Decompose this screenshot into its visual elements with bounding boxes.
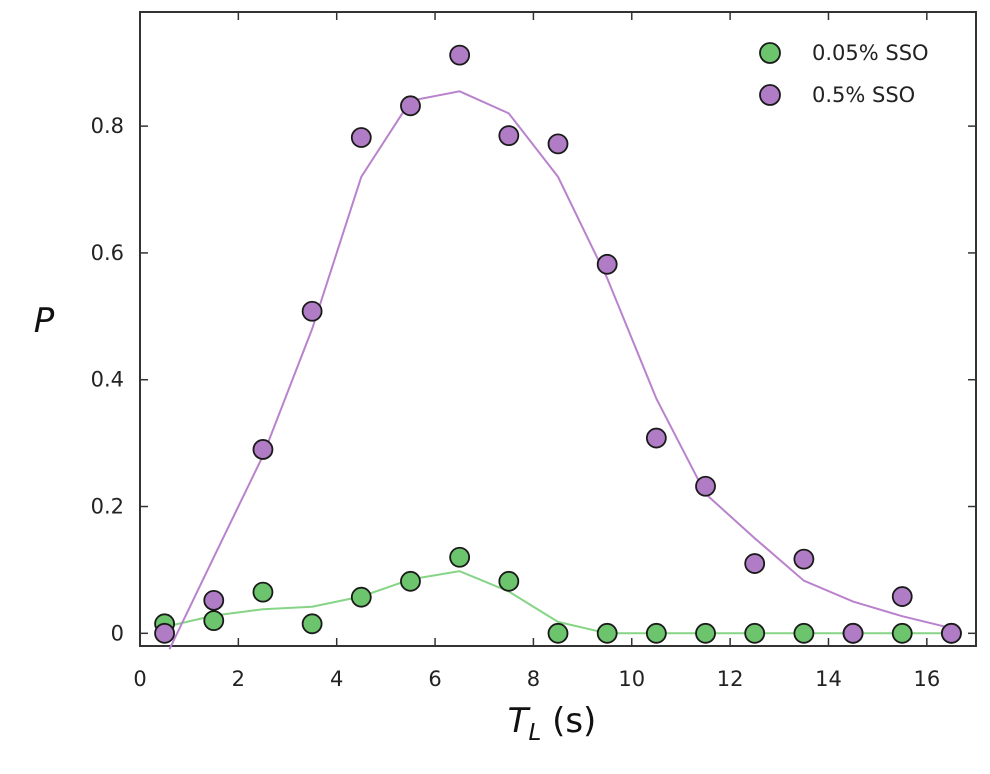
plot-frame (139, 11, 977, 647)
x-tick-label: 4 (330, 667, 343, 691)
data-point-series-1 (547, 622, 569, 644)
legend: 0.05% SSO 0.5% SSO (759, 41, 929, 107)
x-tick-label: 6 (428, 667, 441, 691)
x-axis-title-symbol: T (508, 701, 531, 741)
data-point-series-1 (596, 622, 618, 644)
fit-line-series-2 (168, 90, 952, 650)
x-tick-label: 12 (717, 667, 744, 691)
data-point-series-2 (154, 622, 175, 644)
data-point-series-2 (695, 475, 716, 497)
data-point-series-1 (301, 613, 323, 635)
data-point-series-2 (842, 622, 864, 644)
data-point-series-1 (744, 622, 766, 644)
data-point-series-1 (203, 610, 225, 632)
data-point-series-2 (252, 439, 274, 460)
data-point-series-1 (449, 546, 471, 568)
x-tick-label: 14 (815, 667, 842, 691)
data-point-series-2 (301, 300, 323, 322)
legend-label: 0.5% SSO (812, 83, 915, 107)
data-point-series-2 (400, 95, 421, 117)
x-tick-label: 0 (133, 667, 146, 691)
data-point-series-2 (449, 44, 471, 66)
legend-marker (759, 84, 781, 106)
x-tick-label: 16 (913, 667, 940, 691)
x-axis-title-subscript: L (528, 720, 541, 746)
data-point-series-1 (695, 622, 716, 644)
x-axis-title-unit: (s) (541, 701, 596, 741)
data-point-series-2 (645, 427, 667, 449)
legend-label: 0.05% SSO (812, 41, 929, 65)
data-point-series-1 (891, 622, 913, 644)
data-point-series-2 (203, 589, 225, 611)
y-axis-title: P (34, 301, 55, 341)
data-point-series-2 (547, 133, 569, 155)
data-point-series-1 (793, 622, 815, 644)
y-tick-label: 0 (111, 621, 124, 645)
data-point-series-2 (596, 253, 618, 275)
data-point-series-2 (744, 553, 766, 574)
data-point-series-2 (891, 586, 913, 607)
data-point-series-2 (941, 622, 962, 644)
x-tick-label: 10 (618, 667, 645, 691)
x-tick-label: 8 (527, 667, 540, 691)
y-tick-label: 0.4 (91, 368, 124, 392)
axis-ticks: 0 2 4 6 8 10 12 14 16 0 0.2 0.4 0.6 0.8 (91, 12, 976, 691)
data-points (154, 44, 962, 644)
data-point-series-2 (350, 127, 372, 148)
legend-marker (759, 42, 781, 64)
data-point-series-1 (252, 581, 274, 603)
data-point-series-2 (793, 548, 815, 570)
data-point-series-1 (400, 570, 421, 592)
y-tick-label: 0.2 (91, 495, 124, 519)
data-point-series-1 (645, 622, 667, 644)
x-tick-label: 2 (232, 667, 245, 691)
y-tick-label: 0.8 (91, 114, 124, 138)
fit-line-series-1 (164, 570, 952, 635)
data-point-series-2 (498, 125, 520, 147)
y-tick-label: 0.6 (91, 241, 124, 265)
x-axis-title: TL (s) (508, 701, 597, 746)
data-point-series-1 (498, 570, 520, 592)
fit-curves (164, 90, 952, 650)
data-point-series-1 (350, 586, 372, 608)
